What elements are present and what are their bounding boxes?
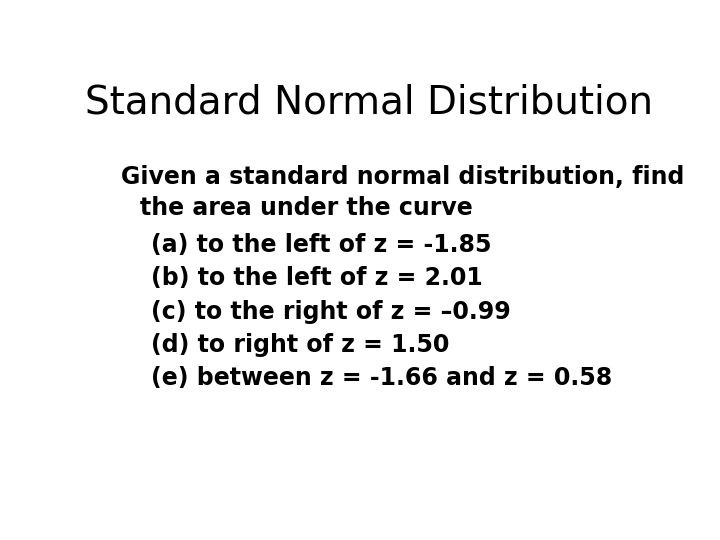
Text: (c) to the right of z = –0.99: (c) to the right of z = –0.99 — [151, 300, 511, 323]
Text: (e) between z = -1.66 and z = 0.58: (e) between z = -1.66 and z = 0.58 — [151, 366, 613, 390]
Text: Given a standard normal distribution, find: Given a standard normal distribution, fi… — [121, 165, 684, 188]
Text: (d) to right of z = 1.50: (d) to right of z = 1.50 — [151, 333, 450, 357]
Text: (b) to the left of z = 2.01: (b) to the left of z = 2.01 — [151, 266, 483, 291]
Text: (a) to the left of z = -1.85: (a) to the left of z = -1.85 — [151, 233, 492, 257]
Text: Standard Normal Distribution: Standard Normal Distribution — [85, 84, 653, 122]
Text: the area under the curve: the area under the curve — [140, 196, 473, 220]
